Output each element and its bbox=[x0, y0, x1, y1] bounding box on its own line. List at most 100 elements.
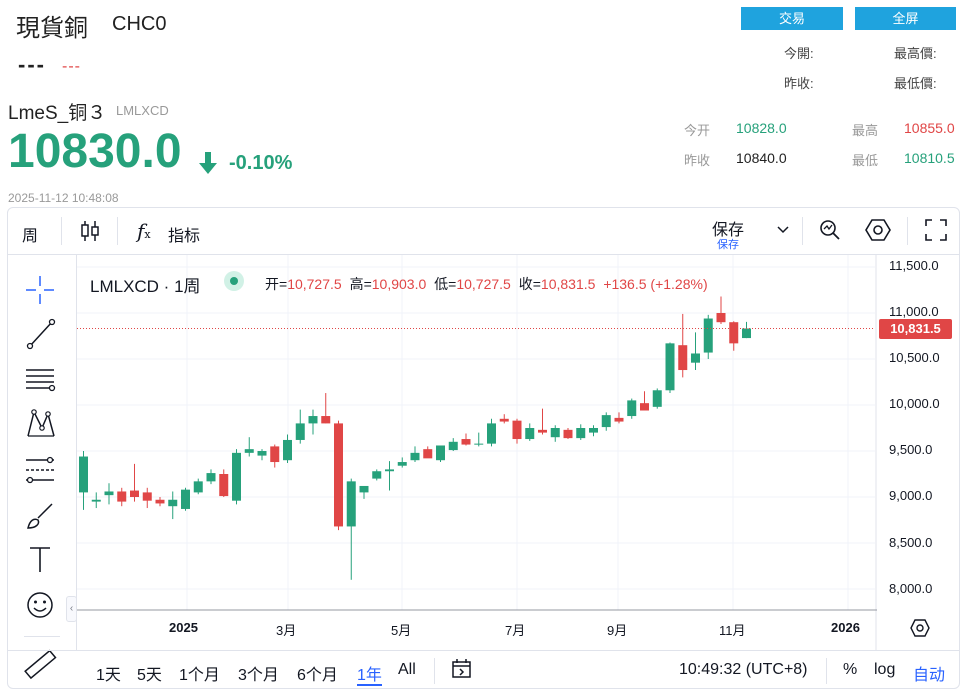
candle-body bbox=[729, 322, 739, 344]
y-tick: 8,500.0 bbox=[889, 535, 933, 550]
drawing-toolbar-divider bbox=[76, 255, 77, 650]
legend-close: 10,831.5 bbox=[540, 276, 596, 292]
quote-timestamp: 2025-11-12 10:48:08 bbox=[8, 191, 119, 205]
candle-body bbox=[104, 491, 114, 496]
x-tick: 2026 bbox=[831, 620, 860, 635]
search-icon[interactable] bbox=[817, 217, 843, 243]
high-label: 最高 bbox=[852, 123, 879, 138]
lme-name: LmeS_铜３ bbox=[8, 103, 107, 124]
crosshair-icon[interactable] bbox=[20, 272, 60, 308]
high-value: 10855.0 bbox=[904, 120, 955, 136]
candle-body bbox=[627, 400, 637, 417]
percent-toggle[interactable]: % bbox=[843, 661, 858, 678]
candle-body bbox=[91, 499, 101, 502]
candle-body bbox=[614, 417, 624, 422]
candle-body bbox=[257, 451, 267, 456]
toolbar-separator bbox=[802, 217, 803, 245]
emoji-icon[interactable] bbox=[20, 587, 60, 623]
price-chart[interactable] bbox=[77, 255, 877, 650]
ohlc-legend: 开=10,727.5 高=10,903.0 低=10,727.5 收=10,83… bbox=[265, 274, 708, 294]
range-1y[interactable]: 1年 bbox=[357, 667, 382, 684]
candle-body bbox=[168, 499, 178, 507]
range-1d[interactable]: 1天 bbox=[96, 667, 121, 684]
candle-body bbox=[678, 345, 688, 371]
toolbar-separator bbox=[434, 658, 435, 684]
trend-line-icon[interactable] bbox=[20, 316, 60, 352]
y-tick: 10,500.0 bbox=[889, 350, 940, 365]
candle-body bbox=[321, 416, 331, 424]
prev-close-label: 昨收: bbox=[784, 76, 814, 91]
low-value: 10810.5 bbox=[904, 150, 955, 166]
y-tick: 8,000.0 bbox=[889, 581, 933, 596]
indicators-button[interactable]: 指标 bbox=[168, 228, 201, 245]
y-tick: 9,000.0 bbox=[889, 488, 933, 503]
candle-body bbox=[576, 428, 586, 439]
ruler-icon[interactable] bbox=[20, 646, 60, 682]
range-6m[interactable]: 6个月 bbox=[297, 667, 338, 684]
candle-body bbox=[206, 473, 216, 482]
date-range-icon[interactable] bbox=[450, 657, 474, 681]
legend-low: 10,727.5 bbox=[456, 276, 511, 292]
candle-body bbox=[716, 313, 726, 323]
fx-icon[interactable]: fx bbox=[137, 219, 151, 243]
candles-icon[interactable] bbox=[80, 219, 100, 243]
trade-button[interactable]: 交易 bbox=[741, 7, 843, 30]
candle-body bbox=[499, 418, 509, 422]
candle-body bbox=[589, 428, 598, 433]
candle-body bbox=[703, 318, 713, 353]
auto-toggle[interactable]: 自动 bbox=[913, 667, 946, 684]
candle-body bbox=[359, 485, 369, 493]
low-label: 最低價: bbox=[894, 76, 937, 91]
fullscreen-icon[interactable] bbox=[924, 218, 948, 242]
candle-body bbox=[563, 429, 573, 439]
save-button[interactable]: 保存 bbox=[712, 222, 745, 239]
market-status-icon bbox=[224, 271, 244, 291]
range-all[interactable]: All bbox=[398, 661, 416, 678]
candle-body bbox=[155, 499, 165, 504]
toolbar-separator bbox=[117, 217, 118, 245]
candle-body bbox=[232, 452, 241, 501]
interval-button[interactable]: 周 bbox=[22, 228, 39, 245]
change-placeholder: --- bbox=[62, 58, 81, 75]
x-tick: 9月 bbox=[607, 623, 628, 638]
collapse-toolbar-icon[interactable]: ‹ bbox=[66, 596, 77, 622]
candle-body bbox=[142, 492, 152, 501]
text-icon[interactable] bbox=[20, 542, 60, 578]
toolbar-separator bbox=[826, 658, 827, 684]
axis-settings-icon[interactable] bbox=[909, 617, 931, 639]
legend-open: 10,727.5 bbox=[287, 276, 342, 292]
fullscreen-button[interactable]: 全屏 bbox=[855, 7, 956, 30]
brush-icon[interactable] bbox=[20, 498, 60, 534]
candle-body bbox=[219, 474, 229, 497]
range-5d[interactable]: 5天 bbox=[137, 667, 162, 684]
candle-body bbox=[525, 428, 535, 440]
candle-body bbox=[436, 445, 445, 461]
log-toggle[interactable]: log bbox=[874, 661, 896, 678]
pattern-icon[interactable] bbox=[20, 406, 60, 442]
candle-body bbox=[601, 415, 611, 428]
open-label: 今开 bbox=[684, 123, 711, 138]
toolbar-separator bbox=[907, 217, 908, 245]
chevron-down-icon[interactable] bbox=[776, 224, 790, 236]
settings-icon[interactable] bbox=[864, 217, 892, 243]
bottom-divider bbox=[8, 650, 959, 651]
x-tick: 2025 bbox=[169, 620, 198, 635]
range-1m[interactable]: 1个月 bbox=[179, 667, 220, 684]
range-3m[interactable]: 3个月 bbox=[238, 667, 279, 684]
candle-body bbox=[640, 403, 649, 411]
fib-retracement-icon[interactable] bbox=[20, 452, 60, 488]
candle-body bbox=[474, 443, 484, 445]
legend-close-label: 收= bbox=[518, 276, 541, 292]
x-tick: 3月 bbox=[276, 623, 297, 638]
candle-body bbox=[691, 353, 700, 363]
y-tick: 9,500.0 bbox=[889, 442, 933, 457]
candle-body bbox=[283, 439, 292, 461]
candle-body bbox=[270, 446, 280, 463]
horizontal-lines-icon[interactable] bbox=[20, 362, 60, 398]
price-change: -0.10% bbox=[229, 152, 293, 174]
high-label: 最高價: bbox=[894, 46, 937, 61]
timezone-clock[interactable]: 10:49:32 (UTC+8) bbox=[679, 661, 808, 678]
candle-body bbox=[181, 489, 190, 509]
price-placeholder: --- bbox=[18, 52, 46, 77]
toolbar-divider bbox=[8, 254, 959, 255]
